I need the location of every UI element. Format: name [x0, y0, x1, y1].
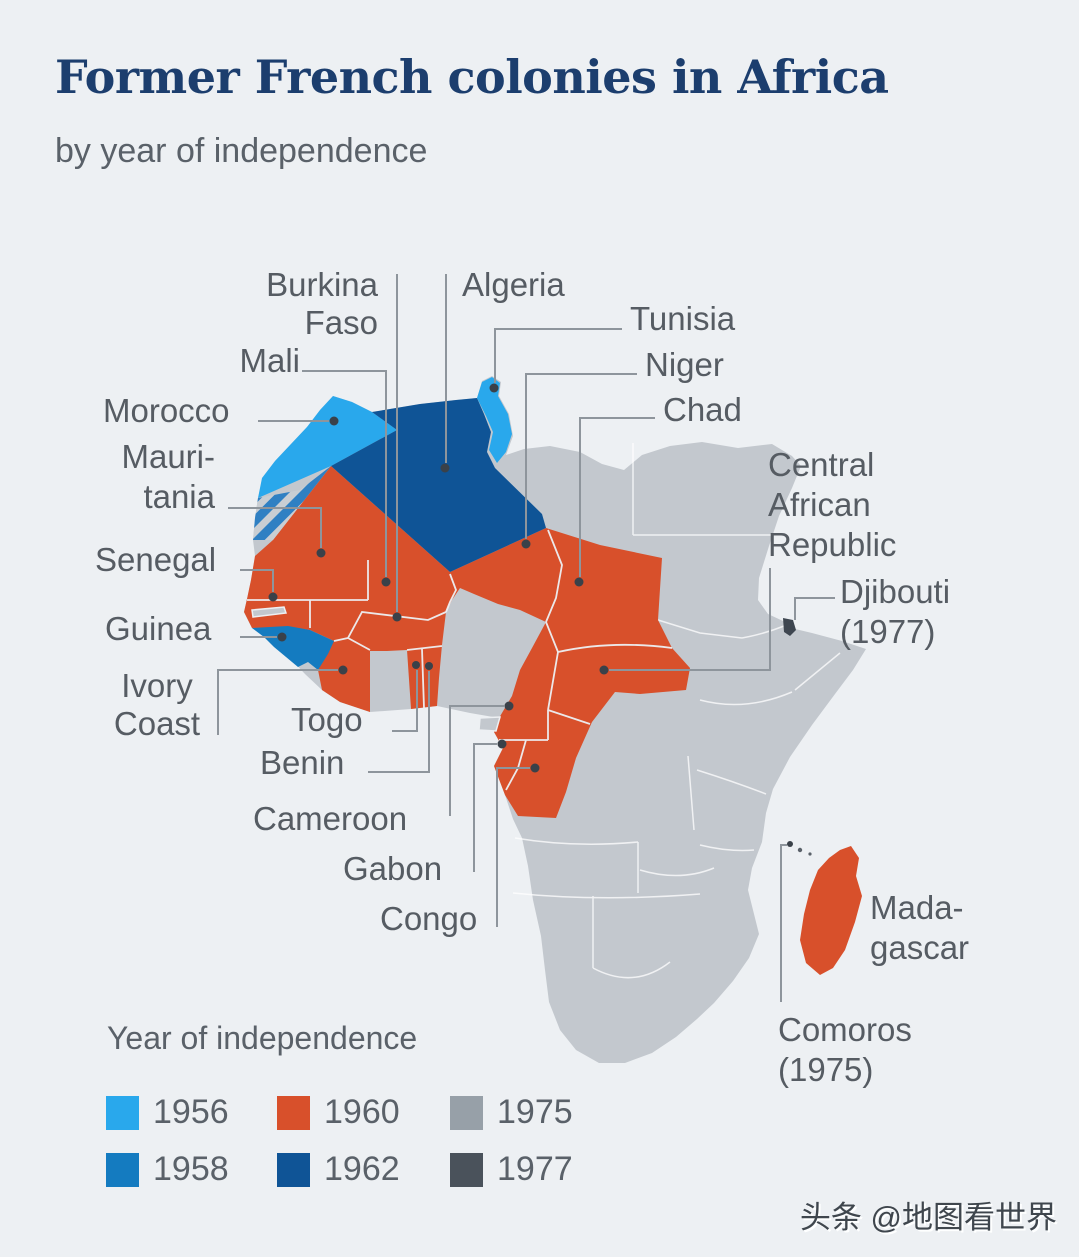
- legend-item-1962: 1962: [277, 1150, 400, 1189]
- label-congo: Congo: [380, 900, 477, 937]
- label-togo: Togo: [291, 701, 363, 738]
- legend-year-1958: 1958: [153, 1150, 229, 1188]
- label-comoros: Comoros: [778, 1011, 912, 1048]
- legend-swatch-1975: [450, 1095, 483, 1130]
- leader-lines: [217, 274, 835, 1002]
- legend-year-1960: 1960: [324, 1093, 400, 1131]
- label-central-african-republic-2: African: [768, 486, 871, 523]
- label-cameroon: Cameroon: [253, 800, 407, 837]
- country-shape-morocco: [258, 396, 397, 498]
- label-ivory-coast: Ivory: [121, 667, 193, 704]
- label-mauritania-2: tania: [143, 478, 215, 515]
- legend-year-1962: 1962: [324, 1150, 400, 1188]
- label-madagascar-2: gascar: [870, 929, 969, 966]
- label-burkina-faso-2: Faso: [305, 304, 378, 341]
- label-mauritania: Mauri-: [121, 438, 215, 475]
- label-chad: Chad: [663, 391, 742, 428]
- label-senegal: Senegal: [95, 541, 216, 578]
- label-djibouti-2: (1977): [840, 613, 935, 650]
- legend-year-1975: 1975: [497, 1093, 573, 1131]
- country-marker-dots: [268, 383, 793, 847]
- label-niger: Niger: [645, 346, 724, 383]
- legend-item-1975: 1975: [450, 1093, 573, 1132]
- label-madagascar: Mada-: [870, 889, 964, 926]
- country-shape-algeria: [331, 398, 546, 572]
- label-mali: Mali: [239, 342, 300, 379]
- country-shape-djibouti: [783, 618, 796, 636]
- legend-item-1958: 1958: [106, 1150, 229, 1189]
- legend-swatch-1977: [450, 1152, 483, 1187]
- label-djibouti: Djibouti: [840, 573, 950, 610]
- legend-swatch-1956: [106, 1095, 139, 1130]
- legend-swatch-1962: [277, 1152, 310, 1187]
- legend-swatch-1960: [277, 1095, 310, 1130]
- country-shape-western-sahara: [253, 466, 331, 540]
- country-shape-gambia: [251, 606, 288, 618]
- orange-internal-borders: [247, 529, 673, 791]
- legend-heading: Year of independence: [107, 1020, 418, 1056]
- legend-item-1977: 1977: [450, 1150, 573, 1189]
- legend-item-1960: 1960: [277, 1093, 400, 1132]
- country-shape-comoros: [797, 847, 803, 853]
- page-title: Former French colonies in Africa: [55, 50, 889, 104]
- country-shape-equatorial-guinea: [478, 716, 502, 732]
- label-benin: Benin: [260, 744, 344, 781]
- legend-year-1977: 1977: [497, 1150, 573, 1188]
- legend-item-1956: 1956: [106, 1093, 229, 1132]
- label-tunisia: Tunisia: [630, 300, 736, 337]
- label-ivory-coast-2: Coast: [114, 705, 200, 742]
- legend-swatch-1958: [106, 1152, 139, 1187]
- legend-year-1956: 1956: [153, 1093, 229, 1131]
- page-subtitle: by year of independence: [55, 132, 428, 170]
- label-algeria: Algeria: [462, 266, 565, 303]
- country-shape-french-1960-block: [244, 466, 690, 818]
- label-guinea: Guinea: [105, 610, 212, 647]
- label-burkina-faso: Burkina: [266, 266, 379, 303]
- country-shape-tunisia: [477, 377, 512, 463]
- label-morocco: Morocco: [103, 392, 230, 429]
- comoros-islet: [808, 852, 812, 856]
- gray-country-borders: [295, 443, 841, 979]
- label-central-african-republic-3: Republic: [768, 526, 896, 563]
- label-comoros-2: (1975): [778, 1051, 873, 1088]
- label-gabon: Gabon: [343, 850, 442, 887]
- label-central-african-republic: Central: [768, 446, 874, 483]
- watermark-text: 头条 @地图看世界: [799, 1200, 1057, 1235]
- country-shape-madagascar: [800, 846, 862, 975]
